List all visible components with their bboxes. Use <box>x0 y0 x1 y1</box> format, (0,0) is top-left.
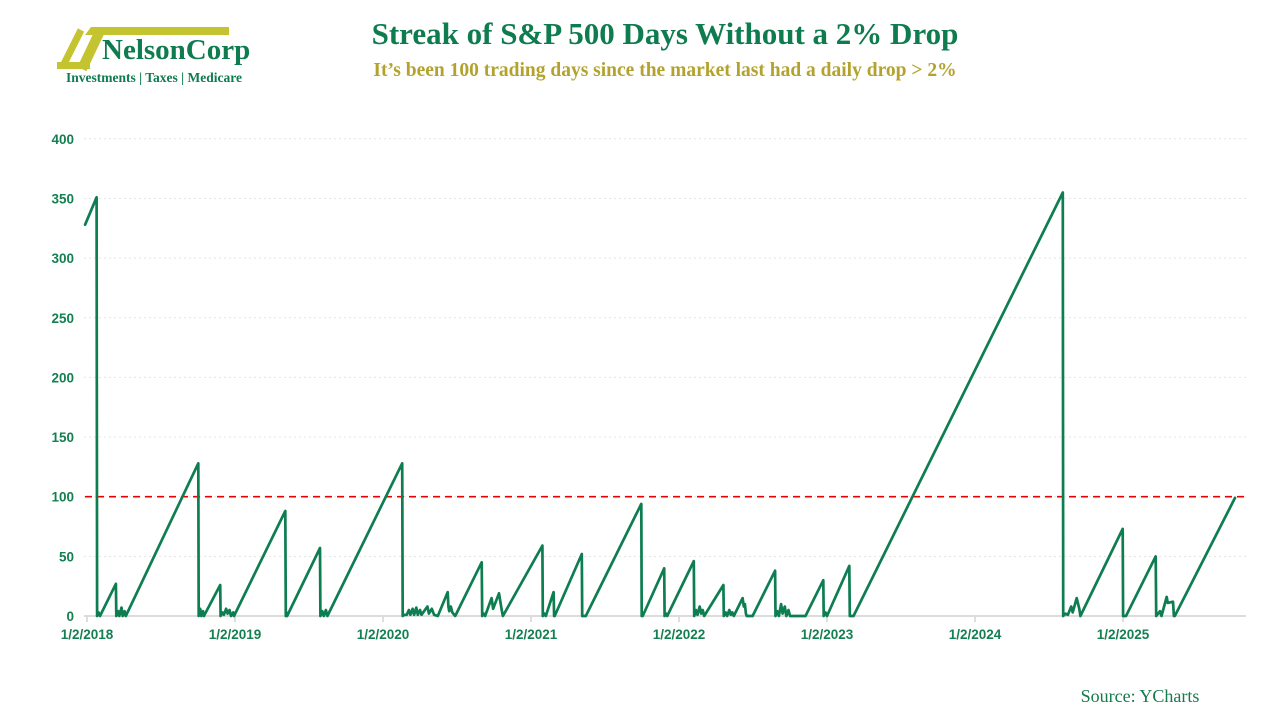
x-tick-label: 1/2/2025 <box>1097 627 1150 642</box>
logo-n-mark-icon <box>57 27 229 72</box>
y-tick-label: 0 <box>66 609 74 624</box>
x-tick-label: 1/2/2023 <box>801 627 854 642</box>
x-tick-label: 1/2/2020 <box>357 627 410 642</box>
header: Streak of S&P 500 Days Without a 2% Drop… <box>250 16 1080 82</box>
source-credit: Source: YCharts <box>1080 686 1200 706</box>
y-tick-label: 250 <box>51 311 74 326</box>
nelsoncorp-logo: NelsonCorp Investments | Taxes | Medicar… <box>55 14 250 92</box>
axes: 0 50 100 150 200 250 300 350 400 1/2/2018 1/2/2019… <box>51 132 1246 642</box>
logo-company-name: NelsonCorp <box>102 34 251 66</box>
y-tick-label: 100 <box>51 490 74 505</box>
streak-series-line <box>83 191 1237 618</box>
x-tick-label: 1/2/2021 <box>505 627 558 642</box>
x-tick-label: 1/2/2019 <box>209 627 262 642</box>
y-tick-label: 300 <box>51 251 74 266</box>
y-tick-label: 400 <box>51 132 74 147</box>
logo-tagline: Investments | Taxes | Medicare <box>66 70 242 85</box>
x-tick-label: 1/2/2024 <box>949 627 1002 642</box>
page-subtitle: It’s been 100 trading days since the mar… <box>373 60 957 81</box>
y-tick-label: 350 <box>51 191 74 206</box>
y-tick-label: 50 <box>59 549 74 564</box>
y-tick-label: 150 <box>51 430 74 445</box>
x-tick-label: 1/2/2018 <box>61 627 114 642</box>
x-tick-label: 1/2/2022 <box>653 627 706 642</box>
series-layer <box>83 191 1237 618</box>
page-title: Streak of S&P 500 Days Without a 2% Drop <box>371 16 959 51</box>
gridlines <box>84 138 1246 557</box>
y-tick-label: 200 <box>51 370 74 385</box>
